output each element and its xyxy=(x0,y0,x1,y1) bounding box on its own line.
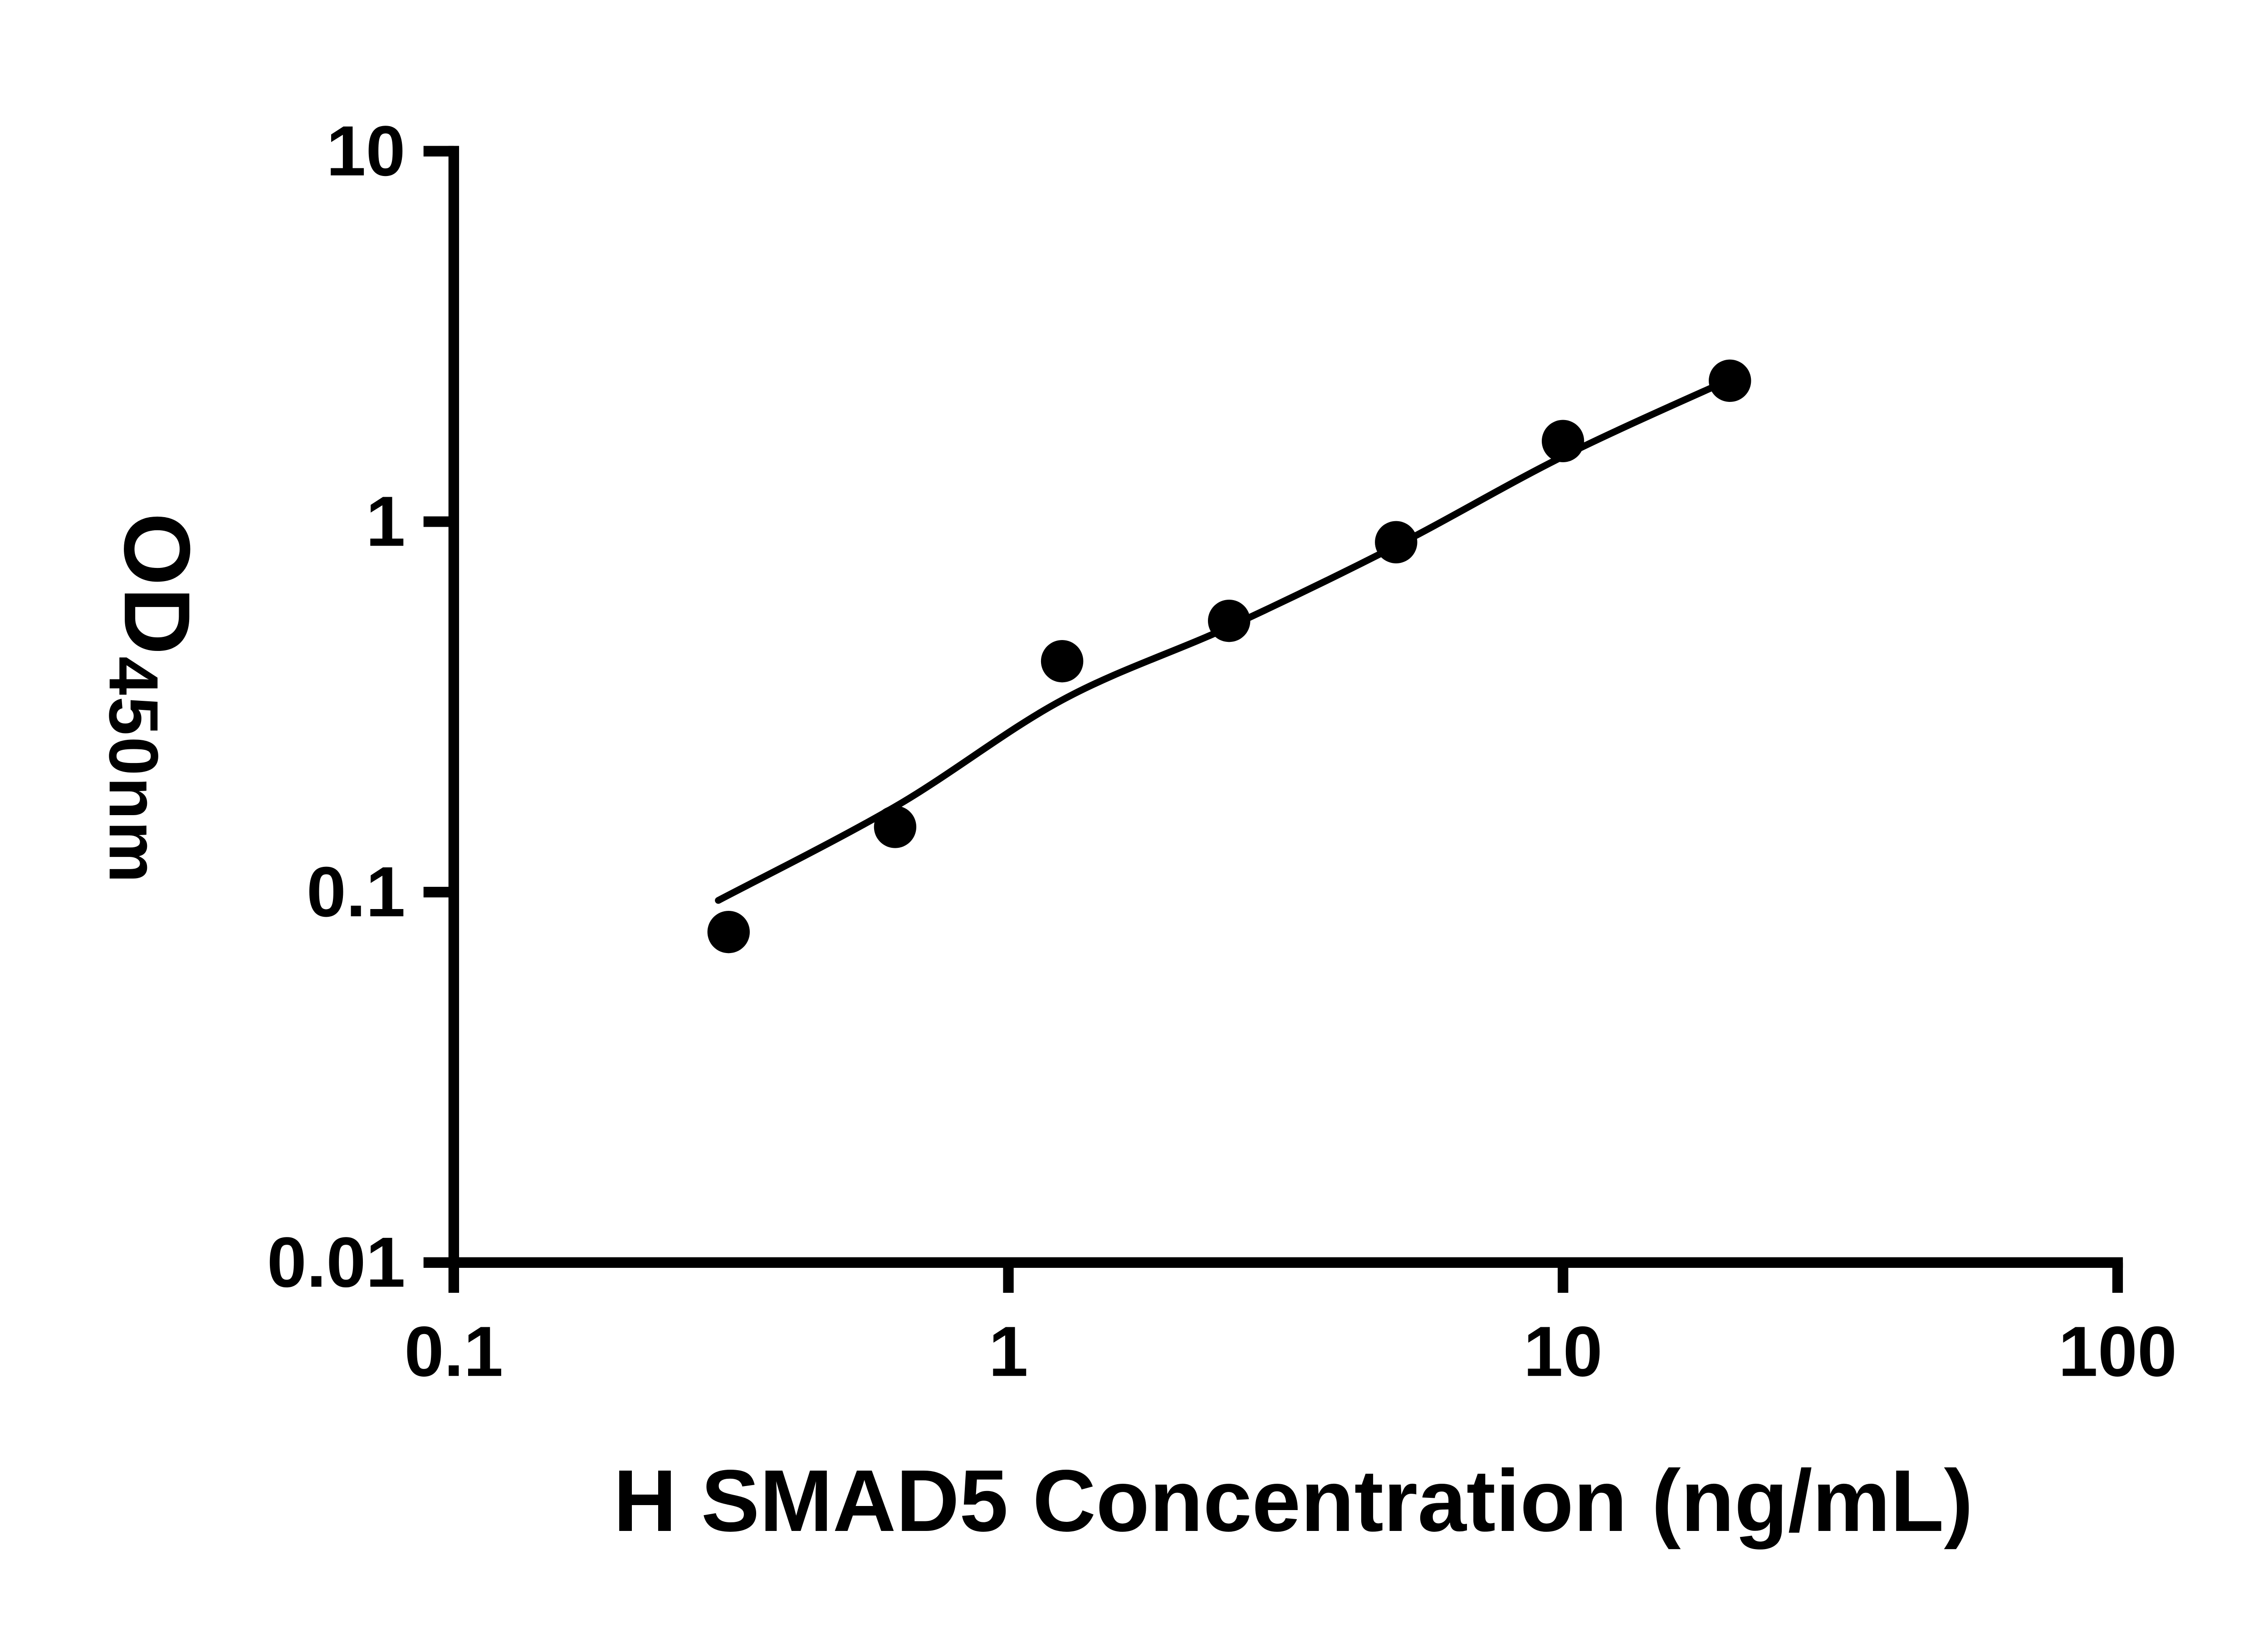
axes xyxy=(448,146,2123,1268)
data-point xyxy=(874,806,917,848)
x-tick-label: 1 xyxy=(988,1312,1028,1391)
y-axis-title: OD450nm xyxy=(93,513,210,884)
y-tick-label: 0.01 xyxy=(267,1223,406,1302)
y-axis-title-main: OD xyxy=(103,513,208,657)
data-point xyxy=(1709,359,1751,402)
y-tick-label: 0.1 xyxy=(307,852,406,932)
data-point xyxy=(1041,640,1084,683)
y-tick-label: 10 xyxy=(326,112,405,191)
x-tick-label: 10 xyxy=(1524,1312,1603,1391)
x-tick-label: 100 xyxy=(2058,1312,2177,1391)
data-point xyxy=(1375,521,1418,563)
y-tick-label: 1 xyxy=(366,482,405,561)
y-axis-title-subscript: 450nm xyxy=(94,656,173,885)
x-tick-label: 0.1 xyxy=(404,1312,503,1391)
data-point xyxy=(1541,420,1584,462)
data-point xyxy=(707,910,750,953)
data-point xyxy=(1208,599,1251,642)
x-axis-title: H SMAD5 Concentration (ng/mL) xyxy=(613,1452,1973,1551)
